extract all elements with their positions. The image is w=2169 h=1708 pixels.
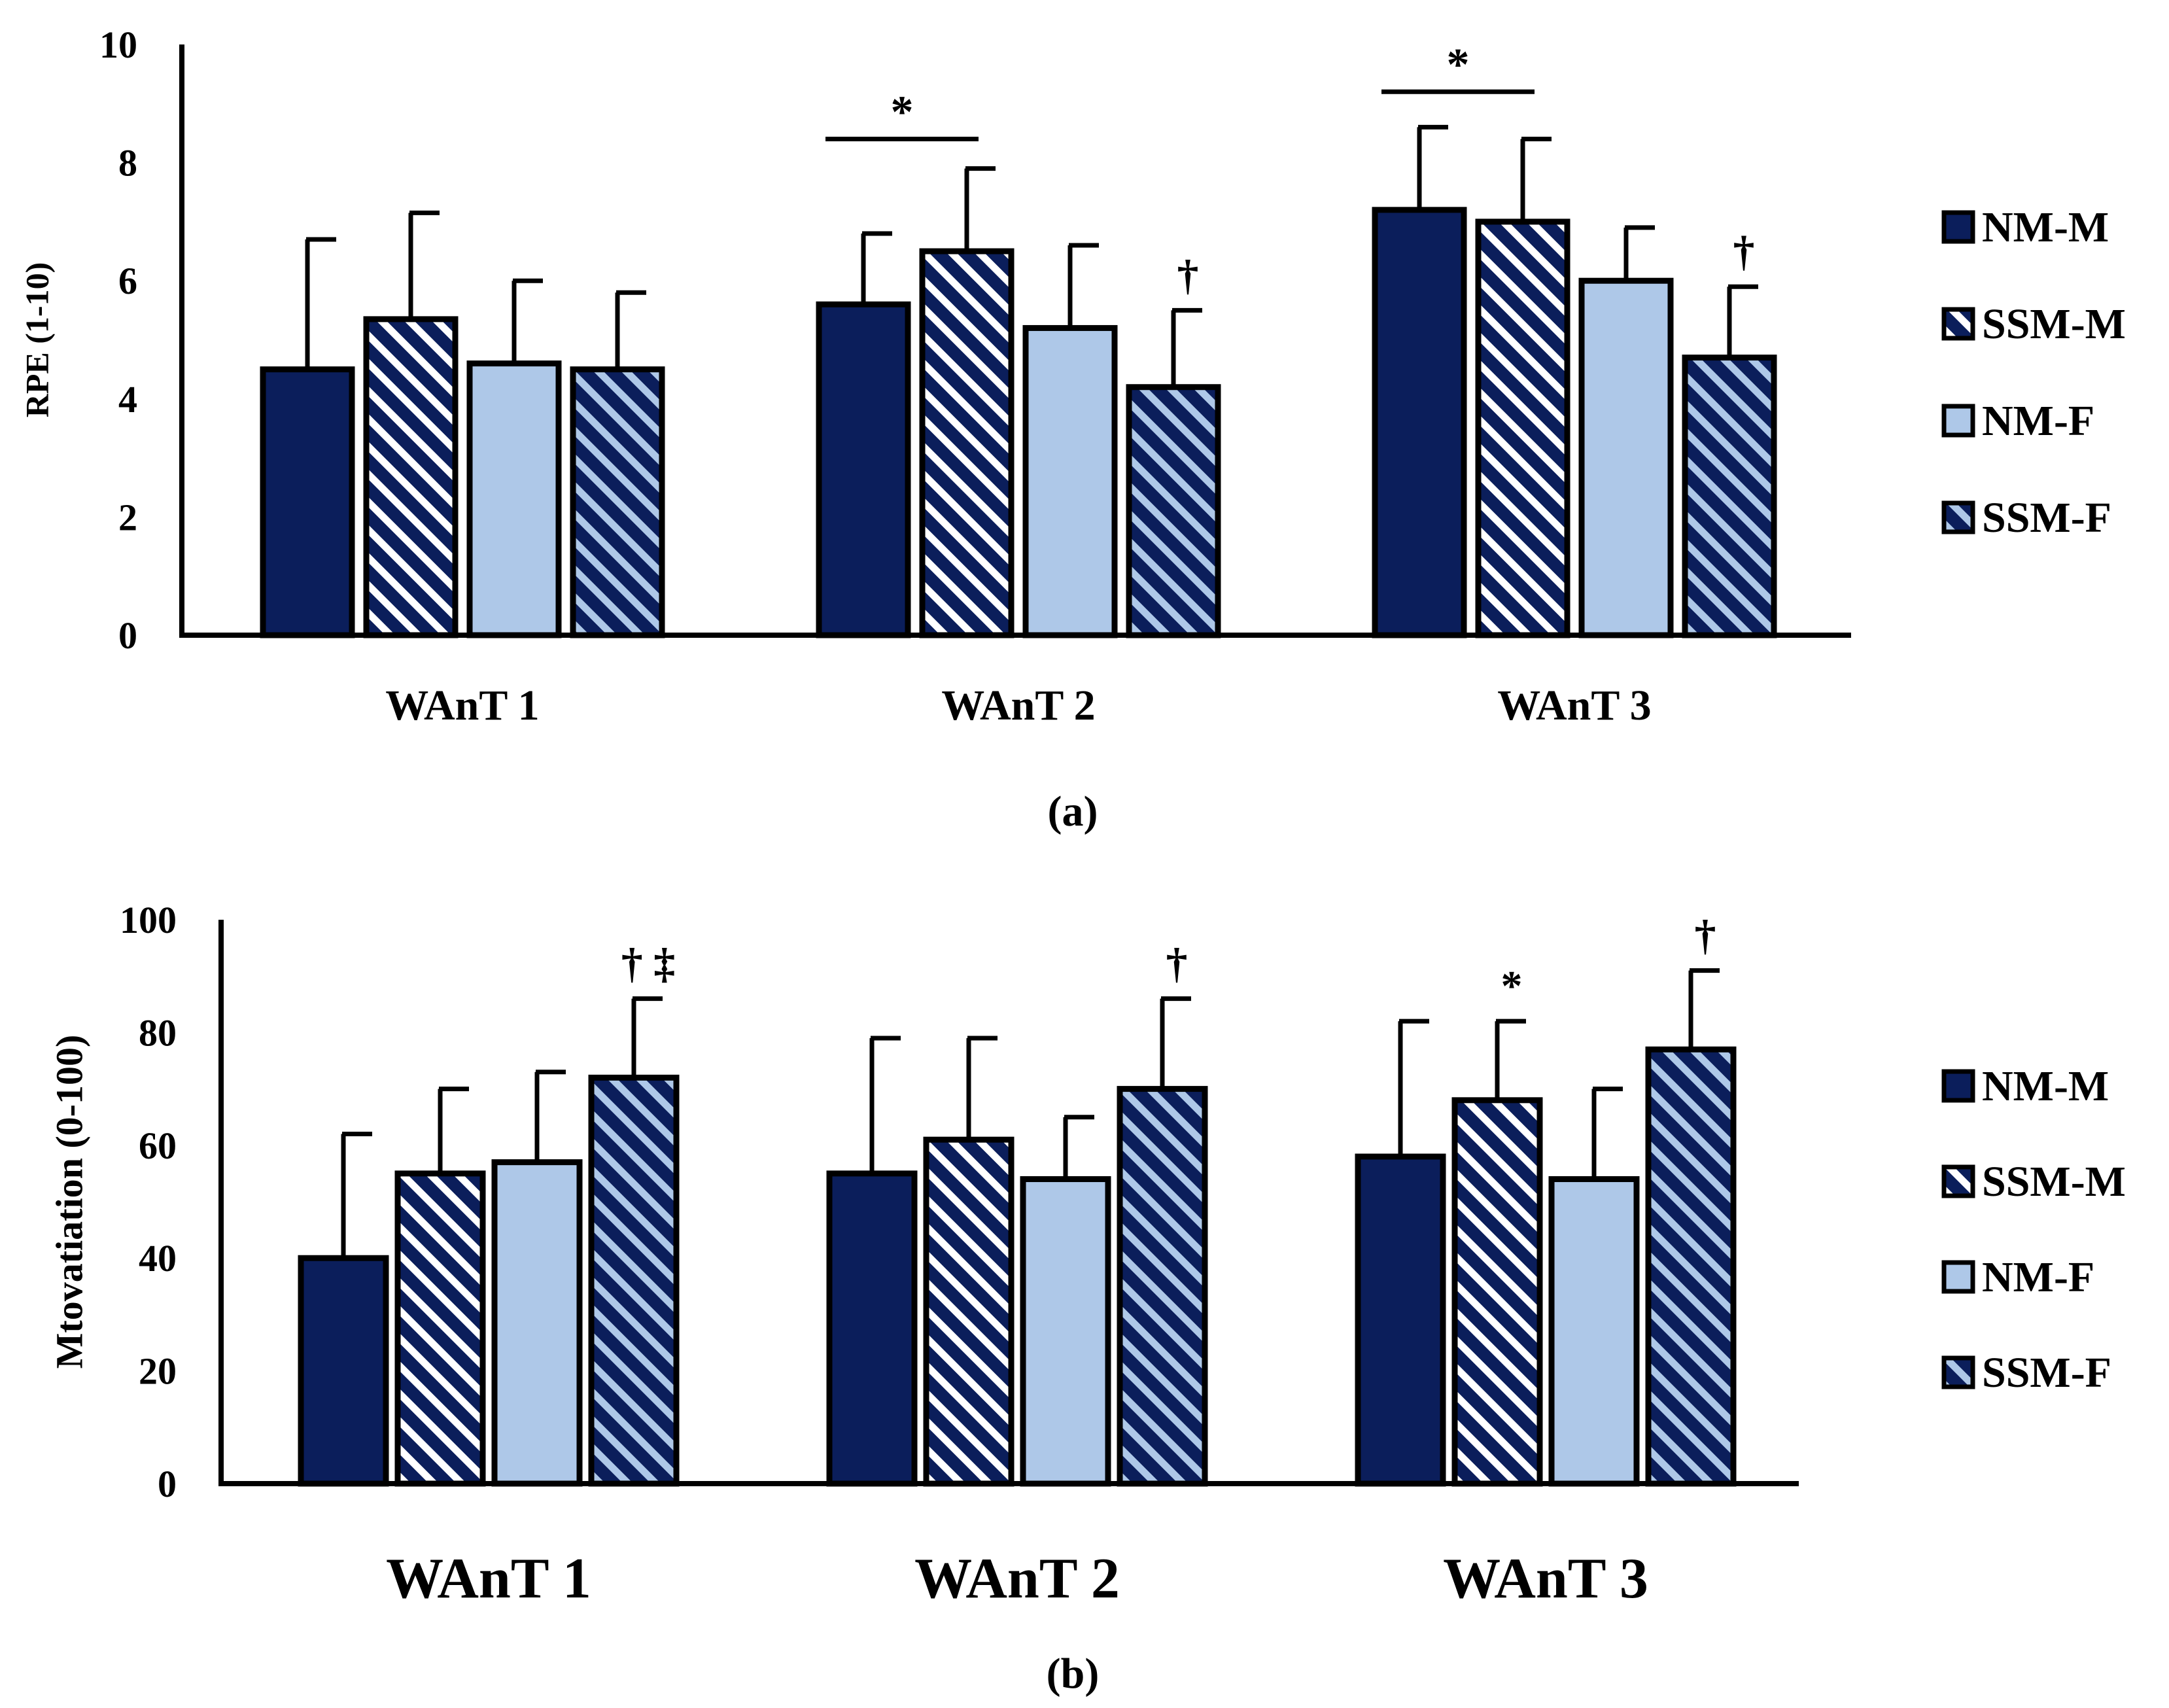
- bar: [298, 1255, 389, 1487]
- bar: [1475, 218, 1570, 638]
- legend-label: SSM-F: [1982, 494, 2111, 542]
- significance-marker: †: [1695, 912, 1716, 960]
- y-tick-label: 0: [158, 1463, 177, 1505]
- bar: [1451, 1097, 1543, 1487]
- significance-marker: *: [891, 87, 914, 137]
- x-category-label: WAnT 2: [941, 682, 1095, 729]
- x-category-label: WAnT 2: [914, 1547, 1120, 1611]
- y-tick-label: 2: [118, 496, 137, 538]
- bar: [826, 1170, 918, 1487]
- y-tick-label: 60: [139, 1124, 177, 1167]
- bar: [923, 1136, 1015, 1487]
- panel-label: (a): [1048, 788, 1098, 835]
- bar: [1022, 324, 1118, 638]
- y-tick-label: 8: [118, 142, 137, 184]
- bar: [1682, 355, 1777, 638]
- y-tick-label: 100: [120, 899, 177, 941]
- legend-label: SSM-M: [1982, 1158, 2126, 1206]
- bar: [491, 1159, 583, 1487]
- bar: [1578, 277, 1674, 638]
- y-tick-label: 0: [118, 614, 137, 657]
- bar: [1020, 1176, 1111, 1487]
- bar: [260, 366, 355, 638]
- legend-label: NM-F: [1982, 1253, 2094, 1301]
- y-tick-label: 10: [99, 24, 137, 66]
- chart-panel-a: 0 2 4 6 8 10 * * † † WAnT 1 WAnT 2 WAnT 3 RPE (1-10) N…: [18, 24, 2126, 835]
- bar: [1645, 1046, 1737, 1487]
- significance-marker: † ‡: [621, 940, 676, 988]
- legend-label: SSM-F: [1982, 1349, 2111, 1397]
- y-axis-label: Mtovatiation (0-100): [48, 1035, 90, 1369]
- legend-swatch: [1941, 1069, 1975, 1103]
- x-category-label: WAnT 3: [1497, 682, 1651, 729]
- bar: [919, 248, 1015, 638]
- legend-swatch: [1941, 307, 1975, 341]
- legend-label: NM-M: [1982, 1062, 2109, 1110]
- x-category-label: WAnT 1: [386, 1547, 591, 1611]
- bar: [588, 1074, 680, 1487]
- significance-marker: *: [1447, 40, 1470, 90]
- chart-panel-b: 0 20 40 60 80 100 † ‡ † * † WAnT 1 WAnT 2 WAnT 3 Mtov…: [48, 899, 2126, 1698]
- y-axis-label: RPE (1-10): [18, 262, 55, 417]
- y-tick-label: 80: [139, 1011, 177, 1054]
- y-tick-label: 4: [118, 378, 137, 421]
- bar: [1355, 1153, 1446, 1487]
- panel-label: (b): [1047, 1650, 1100, 1698]
- bar: [570, 366, 665, 638]
- bar: [466, 360, 562, 638]
- legend-swatch: [1941, 210, 1975, 244]
- x-category-label: WAnT 3: [1443, 1547, 1648, 1611]
- significance-marker: †: [1166, 940, 1188, 988]
- bar: [394, 1170, 486, 1487]
- significance-marker: *: [1501, 962, 1523, 1010]
- bar: [363, 316, 459, 638]
- legend-label: SSM-M: [1982, 300, 2126, 348]
- x-category-label: WAnT 1: [385, 682, 539, 729]
- y-tick-label: 6: [118, 260, 137, 302]
- significance-marker: †: [1177, 251, 1199, 299]
- legend-label: NM-F: [1982, 397, 2094, 445]
- y-tick-label: 40: [139, 1237, 177, 1280]
- y-tick-label: 20: [139, 1350, 177, 1393]
- legend-swatch: [1941, 1260, 1975, 1294]
- bar: [1548, 1176, 1640, 1487]
- legend-swatch: [1941, 500, 1975, 534]
- bar: [1126, 384, 1221, 638]
- legend-swatch: [1941, 1355, 1975, 1389]
- legend-swatch: [1941, 1164, 1975, 1198]
- legend-label: NM-M: [1982, 203, 2109, 251]
- bar: [1117, 1086, 1208, 1487]
- significance-marker: †: [1733, 228, 1755, 275]
- bar: [1372, 207, 1467, 638]
- bar: [816, 301, 911, 638]
- legend-swatch: [1941, 404, 1975, 438]
